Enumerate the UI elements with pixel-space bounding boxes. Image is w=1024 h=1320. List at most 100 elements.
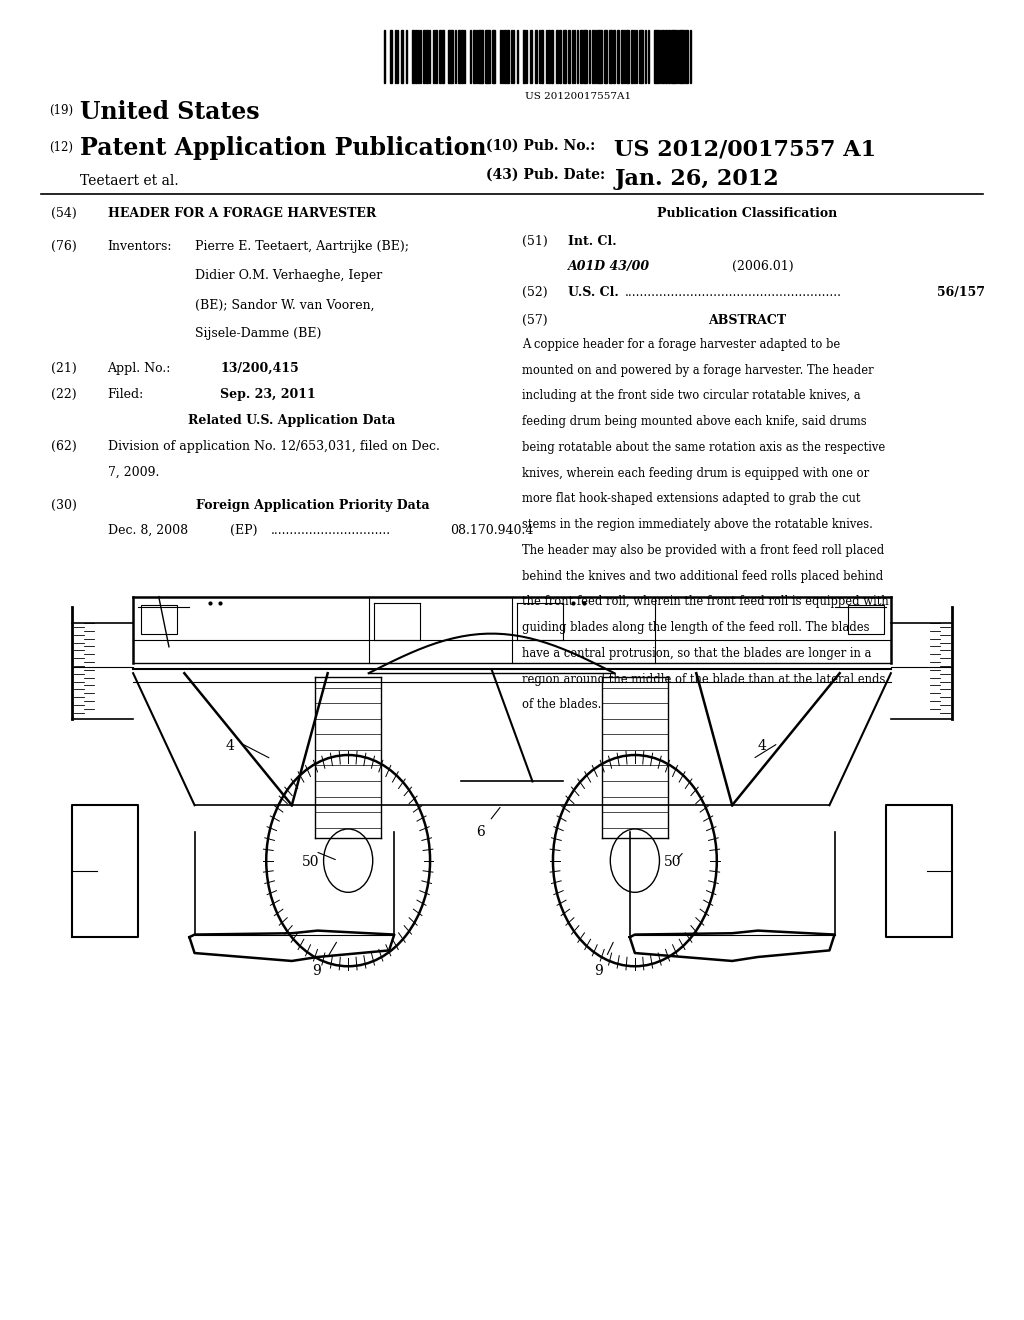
Text: 50: 50 bbox=[664, 855, 681, 870]
Text: Foreign Application Priority Data: Foreign Application Priority Data bbox=[196, 499, 429, 512]
Text: stems in the region immediately above the rotatable knives.: stems in the region immediately above th… bbox=[522, 519, 873, 531]
Bar bbox=[464, 30, 465, 83]
Text: 9: 9 bbox=[594, 964, 603, 978]
Text: (54): (54) bbox=[51, 207, 77, 220]
Text: (EP): (EP) bbox=[230, 524, 258, 537]
Bar bbox=[627, 30, 629, 83]
Bar bbox=[551, 30, 553, 83]
Text: Division of application No. 12/653,031, filed on Dec.: Division of application No. 12/653,031, … bbox=[108, 440, 439, 453]
Text: Int. Cl.: Int. Cl. bbox=[568, 235, 616, 248]
Text: behind the knives and two additional feed rolls placed behind: behind the knives and two additional fee… bbox=[522, 570, 884, 582]
Bar bbox=[848, 605, 884, 634]
Bar bbox=[690, 30, 691, 83]
Text: A01D 43/00: A01D 43/00 bbox=[568, 260, 650, 273]
Text: (BE); Sandor W. van Vooren,: (BE); Sandor W. van Vooren, bbox=[195, 298, 374, 312]
Text: mounted on and powered by a forage harvester. The header: mounted on and powered by a forage harve… bbox=[522, 363, 873, 376]
Bar bbox=[604, 30, 606, 83]
Bar bbox=[473, 30, 474, 83]
Text: U.S. Cl.: U.S. Cl. bbox=[568, 286, 620, 300]
Bar bbox=[595, 30, 596, 83]
Bar bbox=[581, 30, 582, 83]
Bar bbox=[644, 30, 646, 83]
Text: Appl. No.:: Appl. No.: bbox=[108, 362, 171, 375]
Bar bbox=[535, 30, 538, 83]
Bar bbox=[583, 30, 588, 83]
Text: Sijsele-Damme (BE): Sijsele-Damme (BE) bbox=[195, 327, 321, 341]
Text: Pierre E. Teetaert, Aartrijke (BE);: Pierre E. Teetaert, Aartrijke (BE); bbox=[195, 240, 409, 253]
Text: more flat hook-shaped extensions adapted to grab the cut: more flat hook-shaped extensions adapted… bbox=[522, 492, 861, 506]
Bar bbox=[639, 30, 643, 83]
Text: being rotatable about the same rotation axis as the respective: being rotatable about the same rotation … bbox=[522, 441, 886, 454]
Bar bbox=[458, 30, 460, 83]
Text: ABSTRACT: ABSTRACT bbox=[709, 314, 786, 327]
Text: Teetaert et al.: Teetaert et al. bbox=[80, 174, 178, 189]
Text: have a central protrusion, so that the blades are longer in a: have a central protrusion, so that the b… bbox=[522, 647, 871, 660]
Text: Inventors:: Inventors: bbox=[108, 240, 172, 253]
Bar bbox=[559, 30, 560, 83]
Text: (22): (22) bbox=[51, 388, 77, 401]
Bar bbox=[679, 30, 684, 83]
Bar bbox=[648, 30, 649, 83]
Text: 4: 4 bbox=[758, 739, 767, 754]
Bar bbox=[141, 605, 177, 634]
Bar bbox=[412, 30, 414, 83]
Text: of the blades.: of the blades. bbox=[522, 698, 602, 711]
Text: Sep. 23, 2011: Sep. 23, 2011 bbox=[220, 388, 316, 401]
Text: A coppice header for a forage harvester adapted to be: A coppice header for a forage harvester … bbox=[522, 338, 841, 351]
Bar bbox=[456, 30, 457, 83]
Bar bbox=[449, 30, 453, 83]
Bar bbox=[420, 30, 422, 83]
Bar bbox=[394, 30, 396, 83]
Bar bbox=[526, 30, 527, 83]
Bar bbox=[609, 30, 611, 83]
Bar bbox=[685, 30, 687, 83]
Bar bbox=[462, 30, 463, 83]
Text: the front feed roll, wherein the front feed roll is equipped with: the front feed roll, wherein the front f… bbox=[522, 595, 889, 609]
Bar bbox=[671, 30, 676, 83]
Bar bbox=[669, 30, 670, 83]
Bar bbox=[612, 30, 615, 83]
Bar bbox=[432, 30, 434, 83]
Text: knives, wherein each feeding drum is equipped with one or: knives, wherein each feeding drum is equ… bbox=[522, 467, 869, 479]
Bar bbox=[423, 30, 425, 83]
Text: (19): (19) bbox=[49, 104, 74, 117]
Bar bbox=[522, 30, 525, 83]
Bar bbox=[616, 30, 618, 83]
Text: (52): (52) bbox=[522, 286, 548, 300]
Text: Patent Application Publication: Patent Application Publication bbox=[80, 136, 486, 160]
Text: feeding drum being mounted above each knife, said drums: feeding drum being mounted above each kn… bbox=[522, 414, 867, 428]
Text: 50: 50 bbox=[302, 855, 319, 870]
Text: The header may also be provided with a front feed roll placed: The header may also be provided with a f… bbox=[522, 544, 885, 557]
Bar bbox=[654, 30, 658, 83]
Text: guiding blades along the length of the feed roll. The blades: guiding blades along the length of the f… bbox=[522, 622, 869, 634]
Bar bbox=[478, 30, 483, 83]
Text: (62): (62) bbox=[51, 440, 77, 453]
Bar bbox=[589, 30, 590, 83]
Text: Related U.S. Application Data: Related U.S. Application Data bbox=[188, 414, 395, 428]
Bar bbox=[435, 30, 437, 83]
Text: 9: 9 bbox=[312, 964, 322, 978]
Bar bbox=[400, 30, 403, 83]
Bar bbox=[539, 30, 540, 83]
Text: 7, 2009.: 7, 2009. bbox=[108, 466, 159, 479]
Bar bbox=[634, 30, 635, 83]
Text: Filed:: Filed: bbox=[108, 388, 143, 401]
Bar bbox=[659, 30, 662, 83]
Bar bbox=[500, 30, 501, 83]
Text: 4: 4 bbox=[225, 739, 234, 754]
Text: ........................................................: ........................................… bbox=[625, 286, 842, 300]
Bar bbox=[636, 30, 637, 83]
Text: 56/157: 56/157 bbox=[937, 286, 985, 300]
Bar bbox=[476, 30, 477, 83]
Bar bbox=[397, 30, 398, 83]
Bar bbox=[493, 30, 495, 83]
Text: (76): (76) bbox=[51, 240, 77, 253]
Bar bbox=[418, 30, 419, 83]
Bar bbox=[505, 30, 506, 83]
Text: (51): (51) bbox=[522, 235, 548, 248]
Bar bbox=[563, 30, 565, 83]
Text: Jan. 26, 2012: Jan. 26, 2012 bbox=[614, 168, 779, 190]
Bar bbox=[622, 30, 623, 83]
Text: ...............................: ............................... bbox=[271, 524, 391, 537]
Text: United States: United States bbox=[80, 100, 259, 124]
